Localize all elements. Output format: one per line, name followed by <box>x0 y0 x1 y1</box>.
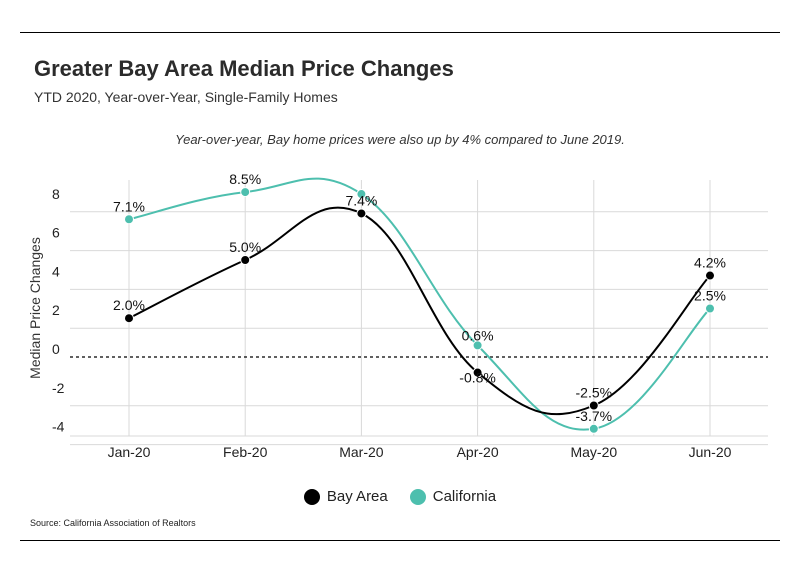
data-label-california: -3.7% <box>576 408 613 424</box>
data-point-bay-area <box>356 208 367 219</box>
x-tick-label: May-20 <box>570 444 617 460</box>
x-tick-label: Apr-20 <box>457 444 499 460</box>
chart-subtitle: YTD 2020, Year-over-Year, Single-Family … <box>34 89 338 105</box>
legend-label-california: California <box>432 488 497 505</box>
x-tick-label: Jan-20 <box>108 444 151 460</box>
y-axis-label: Median Price Changes <box>27 237 43 379</box>
legend-swatch-california <box>409 488 426 505</box>
series-line-bay-area <box>128 206 711 416</box>
data-label-california: 8.5% <box>229 171 261 187</box>
data-point-bay-area <box>472 367 483 378</box>
y-tick-label: -4 <box>52 419 65 435</box>
source-note: Source: California Association of Realto… <box>30 518 196 528</box>
data-point-bay-area <box>240 255 251 265</box>
chart-title: Greater Bay Area Median Price Changes <box>34 56 454 81</box>
data-point-california <box>124 214 134 225</box>
top-rule <box>20 32 780 33</box>
data-point-bay-area <box>588 400 599 411</box>
bottom-rule <box>20 540 780 541</box>
y-tick-label: 8 <box>52 186 60 202</box>
data-point-california <box>240 187 251 198</box>
y-tick-label: 4 <box>52 263 60 279</box>
y-tick-label: 6 <box>52 225 60 241</box>
legend-item-bay-area[interactable]: Bay Area <box>303 488 388 505</box>
chart-annotation: Year-over-year, Bay home prices were als… <box>175 132 625 147</box>
data-point-bay-area <box>705 270 715 281</box>
legend-item-california[interactable]: California <box>409 488 497 505</box>
data-label-bay-area: 4.2% <box>694 255 726 271</box>
data-label-california: 2.5% <box>694 288 726 304</box>
data-point-california <box>356 189 367 200</box>
legend-swatch-bay-area <box>303 488 320 505</box>
data-label-bay-area: -0.8% <box>459 370 496 386</box>
series-line-california <box>128 177 711 431</box>
x-tick-label: Mar-20 <box>339 444 384 460</box>
y-tick-label: -2 <box>52 380 65 396</box>
data-label-bay-area: 2.0% <box>113 297 145 313</box>
data-label-california: 7.1% <box>113 198 145 214</box>
data-point-california <box>705 303 715 314</box>
x-tick-label: Feb-20 <box>223 444 268 460</box>
y-tick-label: 0 <box>52 341 60 357</box>
data-label-california: 0.6% <box>462 327 494 343</box>
chart-legend: Bay Area California <box>0 488 800 505</box>
data-label-bay-area: -2.5% <box>576 385 613 401</box>
data-label-bay-area: 7.4% <box>345 192 377 208</box>
data-point-california <box>472 340 483 351</box>
y-tick-label: 2 <box>52 302 60 318</box>
data-label-bay-area: 5.0% <box>229 239 261 255</box>
data-point-bay-area <box>124 313 134 324</box>
x-tick-label: Jun-20 <box>689 444 732 460</box>
data-point-california <box>588 423 599 434</box>
legend-label-bay-area: Bay Area <box>326 488 388 505</box>
